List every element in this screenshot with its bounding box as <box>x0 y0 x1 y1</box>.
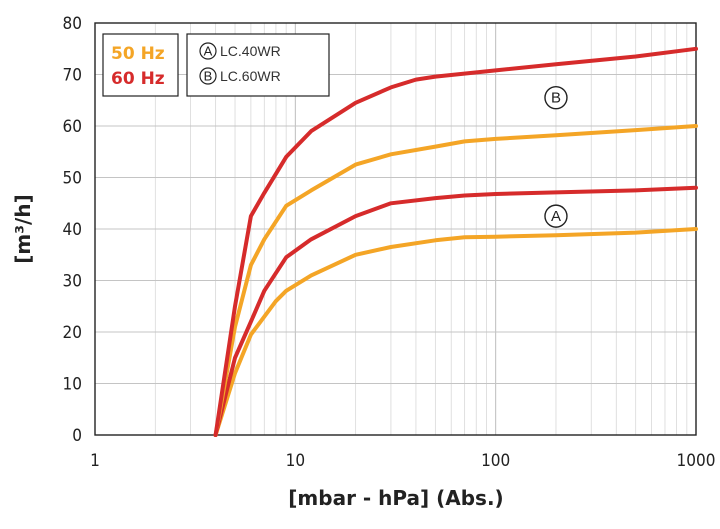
y-tick-label: 60 <box>63 117 82 137</box>
curve-b-60hz <box>213 46 698 437</box>
y-tick-label: 0 <box>72 426 82 446</box>
curve-marker-a: A <box>551 208 561 225</box>
curve-marker-a-circle <box>544 204 568 228</box>
legend-marker-b-circle <box>199 67 217 85</box>
y-tick-label: 80 <box>63 14 82 34</box>
x-tick-label: 1 <box>90 451 100 471</box>
x-tick-label: 1000 <box>677 451 716 471</box>
curves <box>213 46 698 437</box>
legend-model-b: LC.60WR <box>220 68 281 84</box>
frequency-legend-box <box>102 33 179 97</box>
model-legend: A LC.40WR B LC.60WR <box>186 33 330 97</box>
legend-60hz: 60 Hz <box>111 69 165 89</box>
legend-marker-a: A <box>204 44 213 59</box>
curve-b-50hz <box>213 124 698 437</box>
y-tick-label: 50 <box>63 169 82 189</box>
frequency-legend: 50 Hz 60 Hz <box>102 33 179 97</box>
y-tick-labels: 0 10 20 30 40 50 60 70 80 <box>63 14 82 446</box>
x-tick-label: 10 <box>286 451 305 471</box>
curve-markers: AB <box>544 85 568 228</box>
legend-50hz: 50 Hz <box>111 44 165 64</box>
y-tick-label: 10 <box>63 375 82 395</box>
legend-marker-b: B <box>204 69 213 84</box>
x-axis-title: [mbar - hPa] (Abs.) <box>288 486 503 510</box>
legend-model-a: LC.40WR <box>220 43 281 59</box>
y-axis-title: [m³/h] <box>11 194 35 263</box>
y-tick-label: 40 <box>63 220 82 240</box>
curve-a-50hz <box>213 227 698 437</box>
y-tick-label: 20 <box>63 323 82 343</box>
y-tick-label: 30 <box>63 272 82 292</box>
y-tick-label: 70 <box>63 66 82 86</box>
legend-marker-a-circle <box>199 42 217 60</box>
curve-marker-b: B <box>551 90 561 107</box>
curve-a-60hz <box>213 185 698 437</box>
x-tick-label: 100 <box>481 451 510 471</box>
x-tick-labels: 1 10 100 1000 <box>90 451 715 471</box>
curve-marker-b-circle <box>544 85 568 110</box>
